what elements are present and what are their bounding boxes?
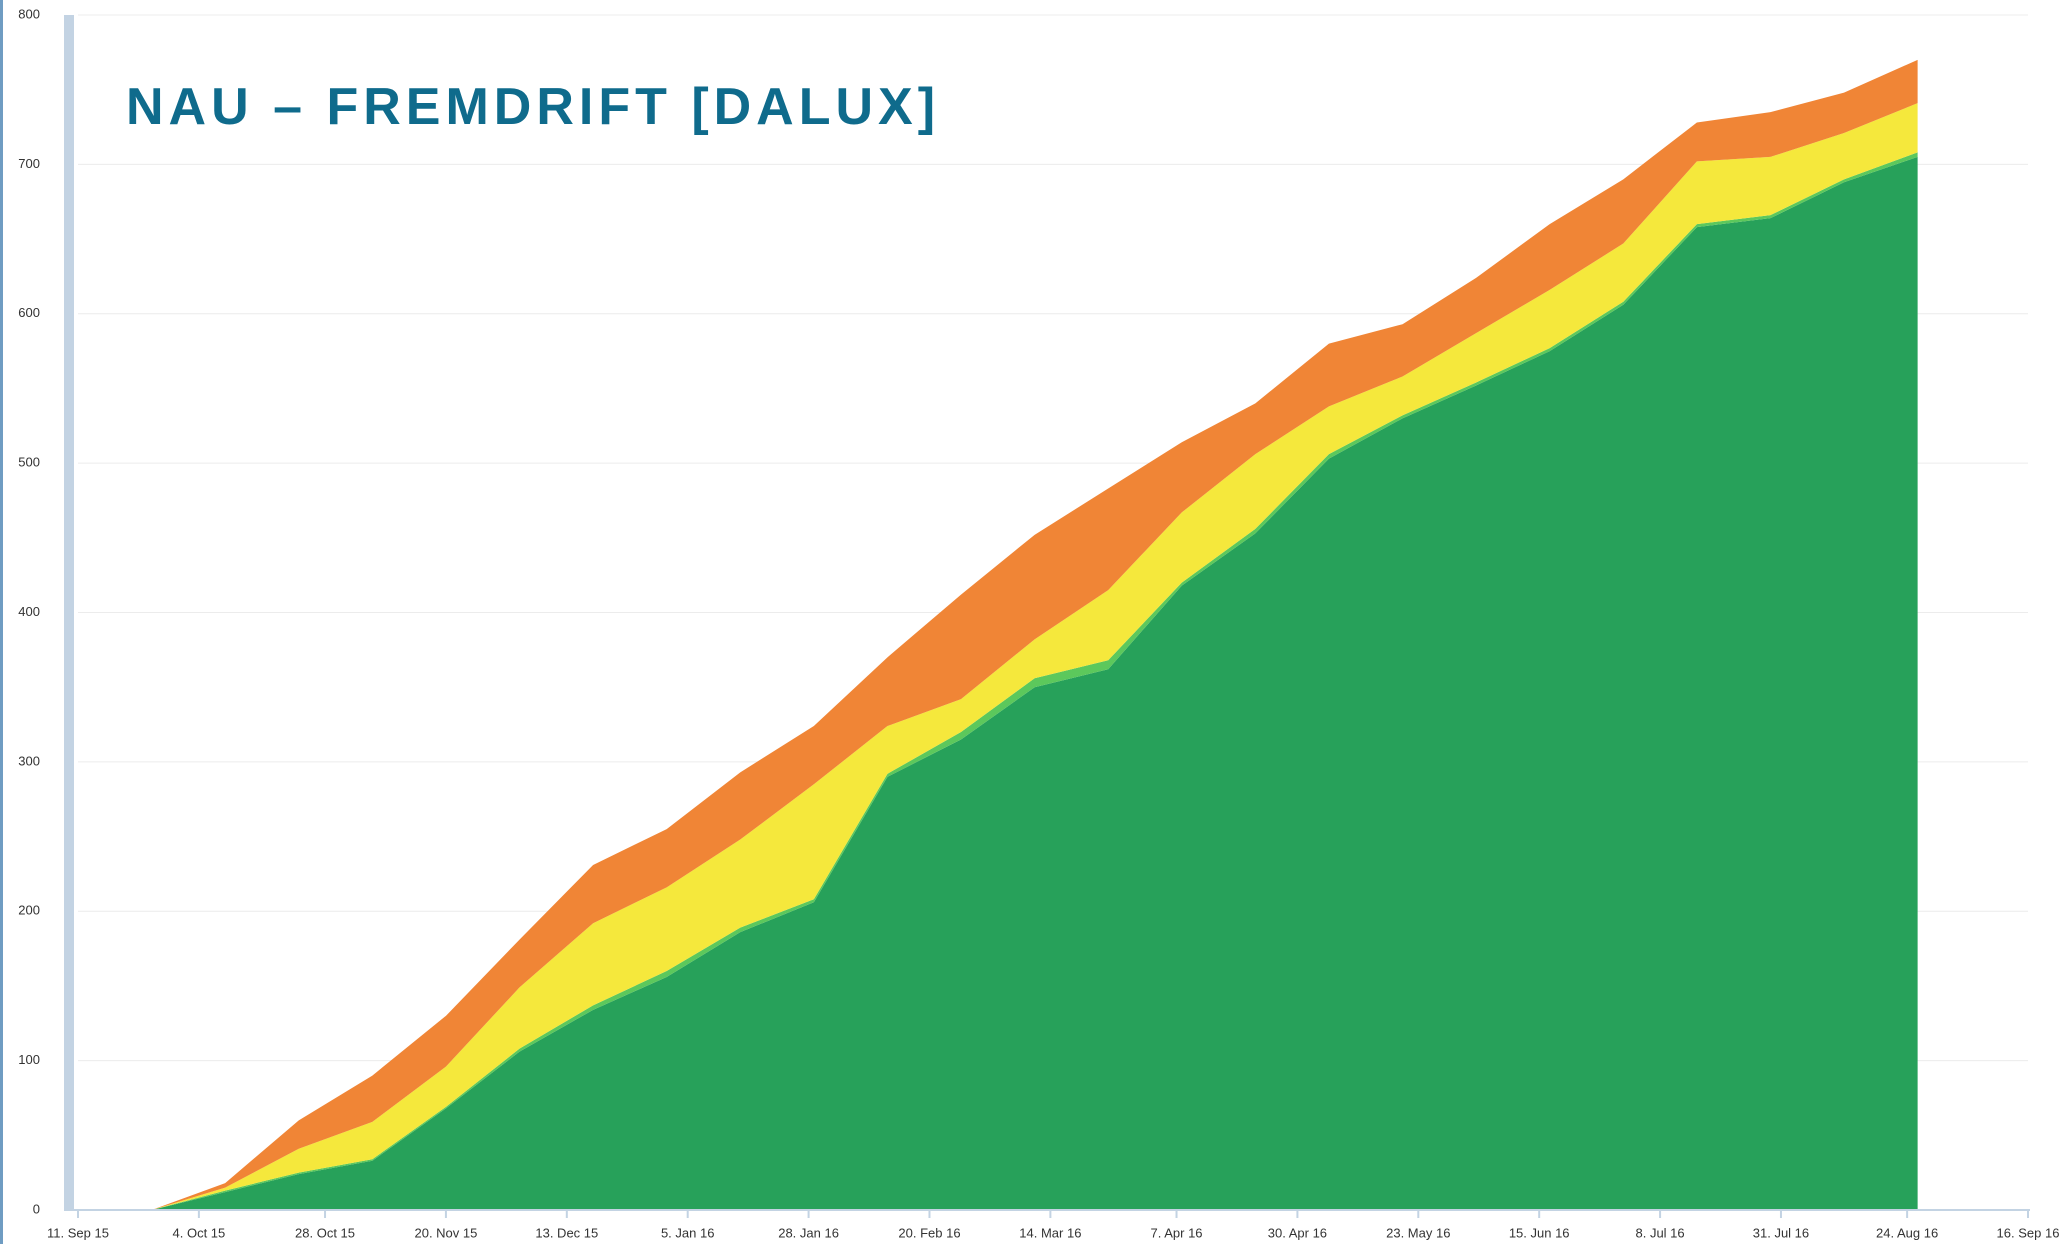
x-tick-label: 4. Oct 15 <box>173 1225 226 1240</box>
y-tick-label: 400 <box>18 604 40 619</box>
area <box>151 103 1918 1211</box>
x-tick-label: 5. Jan 16 <box>661 1225 715 1240</box>
x-tick-label: 20. Nov 15 <box>414 1225 477 1240</box>
area <box>151 152 1918 1210</box>
y-tick-label: 800 <box>18 6 40 21</box>
area <box>151 156 1918 1210</box>
x-tick-label: 14. Mar 16 <box>1019 1225 1081 1240</box>
x-tick-label: 8. Jul 16 <box>1635 1225 1684 1240</box>
x-tick-label: 15. Jun 16 <box>1509 1225 1570 1240</box>
y-axis-bar <box>64 15 74 1210</box>
y-tick-label: 600 <box>18 305 40 320</box>
y-tick-label: 500 <box>18 455 40 470</box>
chart-title: NAU – FREMDRIFT [DALUX] <box>126 78 940 136</box>
x-tick-label: 28. Oct 15 <box>295 1225 355 1240</box>
y-tick-label: 300 <box>18 753 40 768</box>
x-tick-label: 24. Aug 16 <box>1876 1225 1938 1240</box>
x-tick-label: 23. May 16 <box>1386 1225 1450 1240</box>
y-tick-label: 0 <box>33 1201 40 1216</box>
y-tick-label: 100 <box>18 1052 40 1067</box>
left-edge <box>0 0 3 1244</box>
x-tick-label: 30. Apr 16 <box>1268 1225 1327 1240</box>
y-tick-label: 700 <box>18 156 40 171</box>
x-tick-label: 11. Sep 15 <box>47 1225 109 1240</box>
x-tick-label: 13. Dec 15 <box>535 1225 598 1240</box>
y-tick-label: 200 <box>18 903 40 918</box>
x-tick-label: 31. Jul 16 <box>1753 1225 1809 1240</box>
area <box>151 59 1918 1210</box>
x-tick-label: 7. Apr 16 <box>1150 1225 1202 1240</box>
x-tick-label: 16. Sep 16 <box>1997 1225 2060 1240</box>
x-tick-label: 20. Feb 16 <box>898 1225 960 1240</box>
x-tick-label: 28. Jan 16 <box>778 1225 839 1240</box>
